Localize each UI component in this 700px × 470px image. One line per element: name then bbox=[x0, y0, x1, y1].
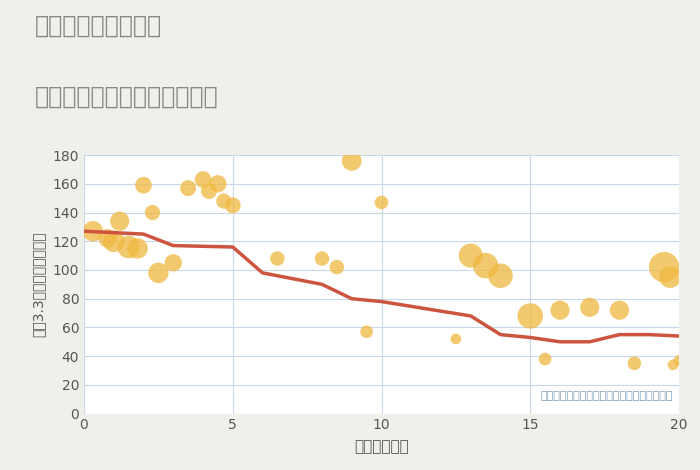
Point bbox=[183, 184, 194, 192]
Point bbox=[361, 328, 372, 336]
Point bbox=[673, 357, 685, 364]
Point bbox=[331, 263, 342, 271]
Point bbox=[316, 255, 328, 262]
Point bbox=[153, 269, 164, 277]
Point bbox=[495, 272, 506, 280]
Point bbox=[584, 304, 595, 311]
Point bbox=[614, 306, 625, 314]
Point bbox=[227, 202, 238, 209]
Point bbox=[376, 199, 387, 206]
Point bbox=[212, 180, 223, 188]
Point bbox=[88, 227, 99, 235]
Point bbox=[525, 312, 536, 320]
X-axis label: 駅距離（分）: 駅距離（分） bbox=[354, 439, 409, 454]
Point bbox=[465, 252, 476, 259]
Point bbox=[346, 157, 357, 164]
Point bbox=[540, 355, 551, 363]
Point bbox=[659, 263, 670, 271]
Point bbox=[554, 306, 566, 314]
Point bbox=[668, 361, 679, 368]
Point bbox=[147, 209, 158, 216]
Point bbox=[138, 181, 149, 189]
Point bbox=[114, 218, 125, 225]
Point bbox=[132, 245, 144, 252]
Text: 駅距離別中古マンション価格: 駅距離別中古マンション価格 bbox=[35, 85, 218, 109]
Point bbox=[664, 274, 676, 281]
Point bbox=[203, 187, 214, 195]
Text: 千葉県成田市吉岡の: 千葉県成田市吉岡の bbox=[35, 14, 162, 38]
Point bbox=[168, 259, 179, 266]
Point bbox=[197, 176, 209, 183]
Point bbox=[480, 262, 491, 269]
Point bbox=[123, 243, 134, 251]
Point bbox=[629, 360, 640, 367]
Point bbox=[450, 335, 461, 343]
Point bbox=[102, 235, 113, 242]
Text: 円の大きさは、取引のあった物件面積を示す: 円の大きさは、取引のあった物件面積を示す bbox=[540, 391, 673, 400]
Point bbox=[218, 197, 230, 205]
Point bbox=[272, 255, 283, 262]
Point bbox=[108, 237, 119, 245]
Y-axis label: 坪（3.3㎡）単価（万円）: 坪（3.3㎡）単価（万円） bbox=[32, 232, 46, 337]
